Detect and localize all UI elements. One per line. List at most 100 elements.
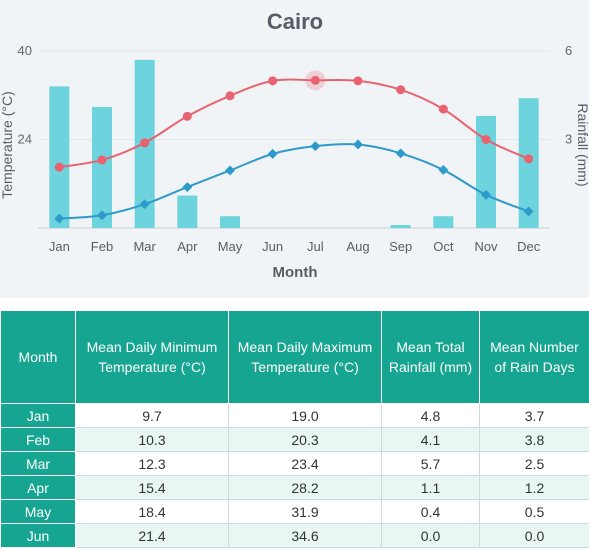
header-max-temp: Mean Daily Maximum Temperature (°C) bbox=[228, 310, 382, 404]
max-temp-point bbox=[54, 162, 64, 172]
x-tick-label: Dec bbox=[517, 239, 541, 254]
max-temp-point bbox=[225, 91, 235, 101]
cell-month: Jan bbox=[0, 403, 76, 428]
rainfall-bar bbox=[177, 195, 198, 228]
x-tick-label: Jul bbox=[307, 239, 324, 254]
cell-month: Jun bbox=[0, 523, 76, 548]
min-temp-point bbox=[225, 165, 235, 176]
y-axis-left-label: Temperature (°C) bbox=[0, 91, 15, 199]
header-month: Month bbox=[0, 310, 76, 404]
cell-rainfall: 1.1 bbox=[381, 475, 480, 500]
cell-min-temp: 21.4 bbox=[75, 523, 229, 548]
cell-rain-days: 0.0 bbox=[479, 523, 589, 548]
max-temp-point bbox=[140, 138, 150, 148]
temperature-lines bbox=[54, 70, 534, 224]
min-temp-point bbox=[523, 206, 534, 217]
table-header-row: Month Mean Daily Minimum Temperature (°C… bbox=[0, 310, 589, 404]
cell-rain-days: 3.8 bbox=[479, 427, 589, 452]
min-temp-point bbox=[139, 199, 150, 210]
max-temp-point bbox=[438, 104, 448, 114]
header-min-temp: Mean Daily Minimum Temperature (°C) bbox=[75, 310, 229, 404]
min-temp-point bbox=[54, 213, 65, 224]
chart-title: Cairo bbox=[267, 9, 323, 34]
min-temp-point bbox=[267, 148, 278, 159]
axis-ticks: 40 24 6 3 Jan Feb Mar Apr May Jun Jul Aug Sep Oct Nov D… bbox=[18, 43, 573, 254]
cell-rain-days: 3.7 bbox=[479, 403, 589, 428]
max-temp-point bbox=[310, 75, 320, 85]
max-temp-point bbox=[396, 85, 406, 95]
cell-rainfall: 0.0 bbox=[381, 523, 480, 548]
min-temp-point bbox=[310, 141, 321, 152]
x-tick-label: Sep bbox=[389, 239, 412, 254]
climate-table: Month Mean Daily Minimum Temperature (°C… bbox=[0, 310, 589, 548]
cell-max-temp: 20.3 bbox=[228, 427, 382, 452]
cell-month: Apr bbox=[0, 475, 76, 500]
min-temp-point bbox=[182, 182, 193, 193]
min-temp-point bbox=[481, 189, 491, 200]
rainfall-bar bbox=[433, 216, 454, 228]
x-tick-label: Mar bbox=[133, 239, 156, 254]
cell-rainfall: 4.1 bbox=[381, 427, 480, 452]
cell-month: May bbox=[0, 499, 76, 524]
max-temp-point bbox=[268, 76, 278, 86]
max-temp-point bbox=[524, 154, 534, 164]
table-body: Jan 9.7 19.0 4.8 3.7 Feb 10.3 20.3 4.1 3.8 Mar 12.3… bbox=[0, 403, 589, 548]
climate-chart: Cairo 40 24 6 3 Jan Feb Mar Apr May Jun Jul Aug Sep O… bbox=[0, 9, 589, 281]
y-right-tick-label: 6 bbox=[565, 43, 572, 58]
table-row: May 18.4 31.9 0.4 0.5 bbox=[0, 499, 589, 524]
cell-month: Mar bbox=[0, 451, 76, 476]
cell-max-temp: 31.9 bbox=[228, 499, 382, 524]
max-temp-point bbox=[353, 76, 363, 86]
max-temp-point bbox=[481, 135, 491, 144]
min-temp-line bbox=[59, 143, 530, 220]
y-right-tick-label: 3 bbox=[565, 132, 572, 147]
rainfall-bars bbox=[49, 59, 539, 229]
min-temp-point bbox=[438, 164, 449, 175]
cell-min-temp: 15.4 bbox=[75, 475, 229, 500]
cell-rainfall: 0.4 bbox=[381, 499, 480, 524]
cell-rain-days: 0.5 bbox=[479, 499, 589, 524]
x-tick-label: Oct bbox=[433, 239, 454, 254]
x-tick-label: Aug bbox=[346, 239, 369, 254]
table-row: Jun 21.4 34.6 0.0 0.0 bbox=[0, 523, 589, 548]
rainfall-bar bbox=[220, 216, 240, 228]
table-row: Feb 10.3 20.3 4.1 3.8 bbox=[0, 427, 589, 452]
x-tick-label: Feb bbox=[91, 239, 113, 254]
cell-rain-days: 1.2 bbox=[479, 475, 589, 500]
cell-month: Feb bbox=[0, 427, 76, 452]
x-tick-label: Jan bbox=[49, 239, 70, 254]
table-row: Jan 9.7 19.0 4.8 3.7 bbox=[0, 403, 589, 428]
cell-rainfall: 5.7 bbox=[381, 451, 480, 476]
grid bbox=[38, 50, 550, 229]
cell-max-temp: 34.6 bbox=[228, 523, 382, 548]
rainfall-bar bbox=[92, 107, 112, 228]
table-row: Apr 15.4 28.2 1.1 1.2 bbox=[0, 475, 589, 500]
cell-max-temp: 19.0 bbox=[228, 403, 382, 428]
y-left-tick-label: 24 bbox=[18, 132, 32, 147]
cell-rain-days: 2.5 bbox=[479, 451, 589, 476]
rainfall-bar bbox=[390, 225, 411, 228]
x-tick-label: May bbox=[218, 239, 243, 254]
cell-rainfall: 4.8 bbox=[381, 403, 480, 428]
min-temp-point bbox=[97, 210, 107, 221]
cell-min-temp: 18.4 bbox=[75, 499, 229, 524]
cell-min-temp: 9.7 bbox=[75, 403, 229, 428]
cell-min-temp: 12.3 bbox=[75, 451, 229, 476]
x-tick-label: Nov bbox=[474, 239, 498, 254]
y-axis-right-label: Rainfall (mm) bbox=[575, 103, 589, 186]
y-left-tick-label: 40 bbox=[18, 43, 32, 58]
max-temp-point bbox=[97, 155, 107, 165]
rainfall-bar bbox=[49, 86, 70, 229]
x-tick-label: Apr bbox=[177, 239, 198, 254]
x-axis-label: Month bbox=[273, 264, 318, 281]
max-temp-point bbox=[182, 111, 192, 121]
rainfall-bar bbox=[476, 115, 496, 228]
header-rainfall: Mean Total Rainfall (mm) bbox=[381, 310, 480, 404]
climate-table-wrapper: Month Mean Daily Minimum Temperature (°C… bbox=[0, 310, 589, 551]
max-temp-line bbox=[59, 78, 530, 169]
cell-max-temp: 23.4 bbox=[228, 451, 382, 476]
table-row: Mar 12.3 23.4 5.7 2.5 bbox=[0, 451, 589, 476]
chart-panel: Cairo 40 24 6 3 Jan Feb Mar Apr May Jun Jul Aug Sep O… bbox=[0, 0, 589, 298]
x-tick-label: Jun bbox=[262, 239, 283, 254]
cell-max-temp: 28.2 bbox=[228, 475, 382, 500]
